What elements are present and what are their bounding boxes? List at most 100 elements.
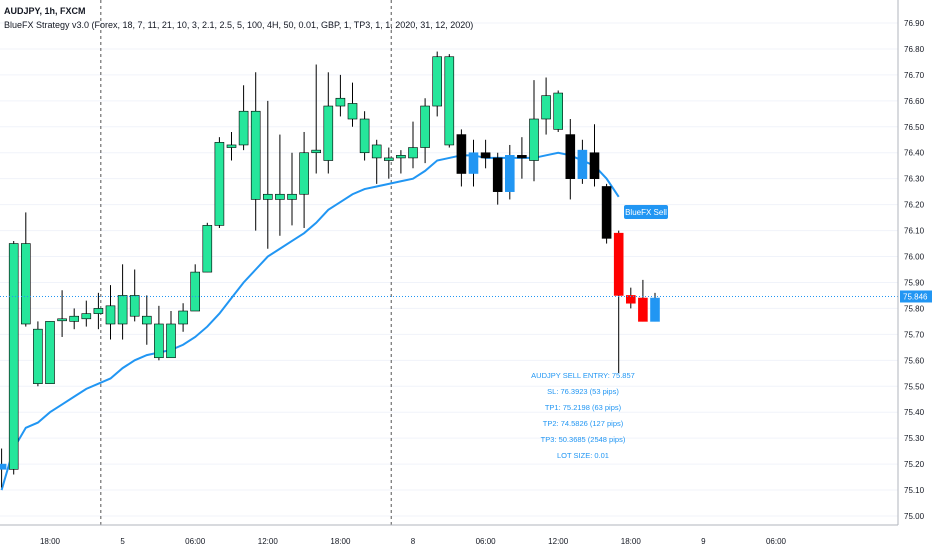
price-tick-label: 75.90: [904, 278, 925, 287]
candle[interactable]: [553, 90, 564, 132]
candle-body: [565, 134, 576, 179]
candle[interactable]: [480, 139, 491, 169]
candle[interactable]: [311, 64, 322, 174]
candle[interactable]: [601, 183, 612, 244]
candle[interactable]: [577, 139, 588, 184]
candle[interactable]: [335, 74, 346, 117]
price-axis[interactable]: 76.90 76.80 76.70 76.60 76.50 76.40 76.30 76.20…: [897, 0, 925, 525]
grid: [0, 22, 898, 517]
candle[interactable]: [589, 124, 600, 187]
candle-body: [468, 152, 479, 174]
candle-body: [69, 315, 79, 322]
candle[interactable]: [359, 111, 370, 161]
candles[interactable]: [0, 51, 660, 488]
price-tick-label: 76.60: [904, 97, 925, 106]
candle-body: [408, 147, 418, 159]
candle[interactable]: [504, 144, 515, 200]
candle[interactable]: [0, 448, 7, 488]
price-tick-label: 76.00: [904, 253, 925, 262]
candle-body: [190, 271, 200, 312]
candle[interactable]: [541, 77, 551, 135]
candle[interactable]: [456, 129, 467, 187]
ma-line: [0, 151, 620, 491]
candle[interactable]: [396, 150, 406, 174]
time-tick-label: 06:00: [476, 537, 497, 546]
strategy-title: BlueFX Strategy v3.0 (Forex, 18, 7, 11, …: [4, 20, 474, 30]
candle[interactable]: [226, 131, 237, 161]
signal-callout[interactable]: BlueFX Sell: [624, 205, 668, 219]
candle-body: [529, 118, 539, 161]
candle[interactable]: [650, 292, 660, 322]
signal-label-box: [624, 205, 668, 219]
candle[interactable]: [625, 287, 636, 309]
candle[interactable]: [613, 230, 624, 374]
candle-body: [45, 321, 55, 384]
price-tick-label: 76.80: [904, 45, 925, 54]
candle-body: [8, 243, 19, 470]
candle[interactable]: [444, 54, 455, 148]
price-tick-label: 76.40: [904, 149, 925, 158]
candle[interactable]: [129, 269, 140, 322]
candle[interactable]: [238, 85, 249, 151]
candle[interactable]: [202, 222, 213, 273]
candle[interactable]: [81, 300, 92, 327]
candle-body: [347, 103, 358, 120]
candle[interactable]: [408, 121, 418, 169]
candle[interactable]: [287, 152, 297, 226]
candle-body: [93, 308, 104, 314]
candle[interactable]: [166, 311, 176, 359]
candle-body: [129, 295, 140, 317]
candle[interactable]: [262, 100, 273, 249]
price-tick-label: 75.00: [904, 512, 925, 521]
time-tick-label: 18:00: [621, 537, 642, 546]
candle[interactable]: [105, 285, 116, 340]
candle[interactable]: [178, 303, 188, 332]
time-axis[interactable]: 18:00 5 06:00 12:00 18:00 8 06:00 12:00 18:00 9 06…: [0, 524, 898, 546]
candle-body: [105, 305, 116, 325]
candle[interactable]: [383, 147, 394, 179]
candle-body: [178, 310, 188, 325]
candle[interactable]: [93, 292, 104, 330]
candle[interactable]: [20, 212, 31, 327]
candle[interactable]: [250, 72, 261, 231]
candle[interactable]: [190, 264, 200, 312]
candle[interactable]: [432, 51, 443, 117]
candle[interactable]: [565, 119, 576, 200]
candle[interactable]: [117, 264, 128, 340]
candle[interactable]: [154, 305, 164, 361]
time-tick-label: 12:00: [548, 537, 569, 546]
candle-body: [311, 149, 322, 154]
price-tick-label: 76.20: [904, 201, 925, 210]
candle[interactable]: [214, 137, 225, 228]
candle-body: [250, 110, 261, 200]
trade-info-panel: AUDJPY SELL ENTRY: 75.857 SL: 76.3923 (5…: [525, 368, 641, 464]
time-tick-label: 06:00: [766, 537, 787, 546]
candle-body: [589, 152, 600, 179]
candle[interactable]: [347, 82, 358, 127]
candle[interactable]: [45, 321, 55, 384]
candle[interactable]: [529, 80, 539, 182]
price-tick-label: 75.60: [904, 356, 925, 365]
candle[interactable]: [371, 139, 382, 184]
price-tag: 75.846: [900, 290, 932, 303]
time-tick-label: 5: [120, 537, 125, 546]
candle-body: [0, 463, 7, 470]
candle[interactable]: [323, 72, 334, 174]
candle[interactable]: [33, 321, 43, 387]
candle-body: [601, 186, 612, 239]
candle[interactable]: [299, 131, 309, 228]
candle[interactable]: [468, 139, 479, 187]
candle[interactable]: [142, 295, 152, 345]
candle[interactable]: [57, 290, 67, 337]
candle[interactable]: [8, 240, 19, 475]
symbol-title: AUDJPY, 1h, FXCM: [4, 6, 86, 16]
candle[interactable]: [517, 137, 527, 179]
candle-body: [202, 225, 213, 273]
candle[interactable]: [420, 98, 430, 164]
candle[interactable]: [275, 134, 285, 236]
candle[interactable]: [69, 308, 79, 330]
candle[interactable]: [492, 152, 503, 205]
candle[interactable]: [638, 279, 648, 322]
candle-body: [371, 144, 382, 159]
